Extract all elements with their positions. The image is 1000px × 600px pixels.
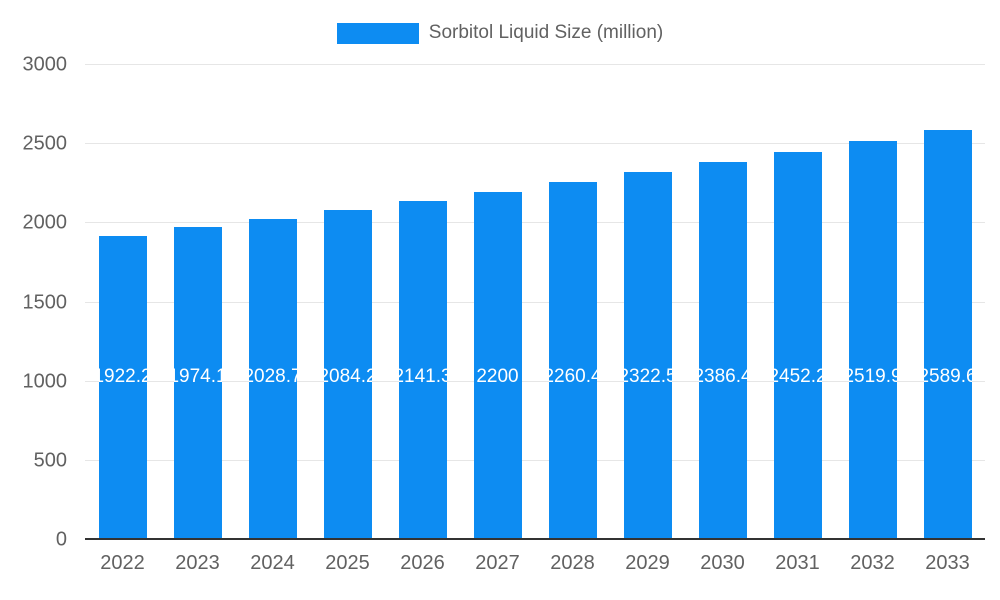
y-tick-label: 1500 [22, 291, 68, 313]
bar-2027[interactable]: 2200 [473, 191, 522, 540]
x-tick-label-2028: 2028 [550, 552, 595, 574]
bar-value-label: 2084.2 [323, 366, 372, 387]
legend-swatch [336, 22, 419, 44]
y-tick-label: 0 [55, 528, 67, 551]
gridline [85, 64, 985, 65]
gridline [85, 222, 985, 224]
y-axis: 0 500 1000 1500 2000 2500 3000 [0, 54, 75, 551]
bar-2032[interactable]: 2519.9 [848, 141, 897, 540]
gridline [85, 459, 985, 461]
x-tick-label-2022: 2022 [100, 552, 145, 574]
x-tick-label-2026: 2026 [400, 552, 445, 574]
x-axis: 2022 2023 2024 2025 2026 2027 2028 2029 2030 2031… [85, 552, 985, 582]
gridline [85, 301, 985, 303]
bar-2025[interactable]: 2084.2 [323, 210, 372, 540]
bar-value-label: 2028.7 [248, 366, 297, 387]
bar-2030[interactable]: 2386.4 [698, 162, 747, 540]
bar-value-label: 2589.6 [923, 366, 972, 387]
y-tick-label: 1000 [22, 370, 68, 393]
y-tick-label: 2000 [22, 211, 68, 234]
y-tick-label: 2500 [22, 132, 68, 155]
bar-value-label: 2141.3 [398, 366, 447, 387]
gridline [85, 143, 985, 145]
x-tick-label-2023: 2023 [175, 552, 220, 574]
bar-value-label: 2452.2 [773, 366, 822, 387]
bar-2023[interactable]: 1974.1 [173, 227, 222, 540]
y-tick-label: 500 [33, 449, 67, 472]
y-tick-label: 3000 [22, 53, 68, 76]
bar-2026[interactable]: 2141.3 [398, 200, 447, 540]
bar-value-label: 2519.9 [848, 366, 897, 387]
bar-2024[interactable]: 2028.7 [248, 218, 297, 540]
x-tick-label-2033: 2033 [925, 552, 970, 574]
x-tick-label-2031: 2031 [775, 552, 820, 574]
x-tick-label-2024: 2024 [250, 552, 295, 574]
x-axis-baseline [85, 538, 985, 540]
x-tick-label-2032: 2032 [850, 552, 895, 574]
bar-2022[interactable]: 1922.2 [98, 235, 147, 540]
x-tick-label-2030: 2030 [700, 552, 745, 574]
bar-value-label: 2322.5 [623, 366, 672, 387]
bar-value-label: 1974.1 [173, 366, 222, 387]
legend: Sorbitol Liquid Size (million) [0, 20, 1000, 46]
gridline [85, 380, 985, 382]
x-tick-label-2025: 2025 [325, 552, 370, 574]
bar-value-label: 2260.4 [548, 366, 597, 387]
x-tick-label-2027: 2027 [475, 552, 520, 574]
bar-value-label: 1922.2 [98, 366, 147, 387]
plot-area: 1922.2 1974.1 2028.7 2084.2 2141.3 2200 2260.4… [85, 64, 985, 540]
bar-2033[interactable]: 2589.6 [923, 129, 972, 540]
bar-value-label: 2386.4 [698, 366, 747, 387]
x-tick-label-2029: 2029 [625, 552, 670, 574]
bar-2031[interactable]: 2452.2 [773, 151, 822, 540]
bar-2029[interactable]: 2322.5 [623, 172, 672, 540]
bar-value-label: 2200 [476, 366, 519, 387]
bar-2028[interactable]: 2260.4 [548, 182, 597, 540]
legend-label: Sorbitol Liquid Size (million) [428, 22, 664, 43]
